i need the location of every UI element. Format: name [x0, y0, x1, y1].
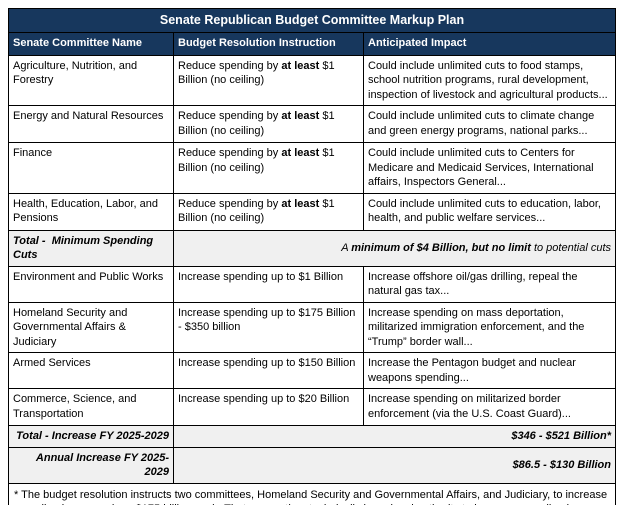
instruction-cell: Increase spending up to $1 Billion [173, 265, 364, 303]
markup-plan-table: Senate Republican Budget Committee Marku… [8, 8, 616, 505]
impact-cell: Could include unlimited cuts to educatio… [363, 192, 616, 231]
instruction-text: $1 Billion (no ceiling) [178, 110, 335, 137]
committee-name-cell: Agriculture, Nutrition, and Forestry [8, 54, 174, 107]
total-increase-value: $346 - $521 Billion* [173, 425, 616, 448]
footnote-text: * The budget resolution instructs two co… [8, 482, 616, 505]
instruction-text: Reduce spending by [178, 197, 282, 210]
committee-name-cell: Finance [8, 142, 174, 194]
table-header-row: Senate Committee Name Budget Resolution … [8, 31, 616, 56]
instruction-bold-text: at least [281, 197, 320, 210]
table-row-finance: Finance Reduce spending by at least $1 B… [8, 142, 616, 194]
committee-name-cell: Homeland Security and Governmental Affai… [8, 301, 174, 354]
markup-plan-table-wrap: Senate Republican Budget Committee Marku… [8, 8, 616, 505]
column-header-committee: Senate Committee Name [8, 31, 174, 56]
column-header-impact: Anticipated Impact [363, 31, 616, 56]
instruction-text: Reduce spending by [178, 110, 282, 123]
column-header-instruction: Budget Resolution Instruction [173, 31, 364, 56]
instruction-bold-text: at least [281, 147, 320, 160]
table-row-agriculture: Agriculture, Nutrition, and Forestry Red… [8, 54, 616, 107]
impact-cell: Increase offshore oil/gas drilling, repe… [363, 265, 616, 303]
table-row-energy: Energy and Natural Resources Reduce spen… [8, 105, 616, 144]
instruction-text: Increase spending up to $20 Billion [178, 393, 350, 406]
committee-name-cell: Commerce, Science, and Transportation [8, 388, 174, 427]
annual-increase-row: Annual Increase FY 2025-2029 $86.5 - $13… [8, 446, 616, 484]
instruction-cell: Reduce spending by at least $1 Billion (… [173, 192, 364, 231]
instruction-cell: Increase spending up to $175 Billion - $… [173, 301, 364, 354]
impact-cell: Could include unlimited cuts to climate … [363, 105, 616, 144]
total-minimum-cuts-row: Total - Minimum Spending Cuts A minimum … [8, 229, 616, 267]
committee-name-cell: Environment and Public Works [8, 265, 174, 303]
instruction-text: $1 Billion (no ceiling) [178, 147, 335, 174]
instruction-cell: Increase spending up to $150 Billion [173, 352, 364, 390]
impact-cell: Could include unlimited cuts to food sta… [363, 54, 616, 107]
table-row-commerce: Commerce, Science, and Transportation In… [8, 388, 616, 427]
committee-name-cell: Energy and Natural Resources [8, 105, 174, 144]
instruction-cell: Reduce spending by at least $1 Billion (… [173, 54, 364, 107]
instruction-cell: Reduce spending by at least $1 Billion (… [173, 142, 364, 194]
instruction-text: $1 Billion (no ceiling) [178, 59, 335, 87]
instruction-text: Reduce spending by [178, 59, 282, 72]
instruction-cell: Reduce spending by at least $1 Billion (… [173, 105, 364, 144]
annual-increase-label: Annual Increase FY 2025-2029 [8, 446, 174, 484]
page-title: Senate Republican Budget Committee Marku… [8, 8, 616, 33]
instruction-text: Increase spending up to $1 Billion [178, 270, 344, 283]
instruction-cell: Increase spending up to $20 Billion [173, 388, 364, 427]
impact-cell: Increase the Pentagon budget and nuclear… [363, 352, 616, 390]
total-cuts-value-text: to potential cuts [530, 241, 611, 254]
annual-increase-value: $86.5 - $130 Billion [173, 446, 616, 484]
instruction-bold-text: at least [281, 59, 320, 72]
instruction-text: Increase spending up to $175 Billion - $… [178, 306, 356, 334]
total-cuts-value: A minimum of $4 Billion, but no limit to… [173, 229, 616, 267]
impact-cell: Could include unlimited cuts to Centers … [363, 142, 616, 194]
total-cuts-label: Total - Minimum Spending Cuts [8, 229, 174, 267]
instruction-text: $1 Billion (no ceiling) [178, 197, 335, 225]
total-cuts-value-text: A [341, 241, 352, 254]
impact-cell: Increase spending on mass deportation, m… [363, 301, 616, 354]
committee-name-cell: Health, Education, Labor, and Pensions [8, 192, 174, 231]
table-row-health: Health, Education, Labor, and Pensions R… [8, 192, 616, 231]
footnote-row: * The budget resolution instructs two co… [8, 482, 616, 505]
committee-name-cell: Armed Services [8, 352, 174, 390]
impact-cell: Increase spending on militarized border … [363, 388, 616, 427]
instruction-text: Increase spending up to $150 Billion [178, 357, 356, 370]
total-increase-row: Total - Increase FY 2025-2029 $346 - $52… [8, 425, 616, 448]
table-row-environment: Environment and Public Works Increase sp… [8, 265, 616, 303]
table-row-homeland: Homeland Security and Governmental Affai… [8, 301, 616, 354]
instruction-bold-text: at least [281, 110, 320, 123]
table-row-armed-services: Armed Services Increase spending up to $… [8, 352, 616, 390]
instruction-text: Reduce spending by [178, 147, 282, 160]
total-increase-label: Total - Increase FY 2025-2029 [8, 425, 174, 448]
total-cuts-value-bold: minimum of $4 Billion, but no limit [351, 241, 531, 254]
table-title-row: Senate Republican Budget Committee Marku… [8, 8, 616, 33]
